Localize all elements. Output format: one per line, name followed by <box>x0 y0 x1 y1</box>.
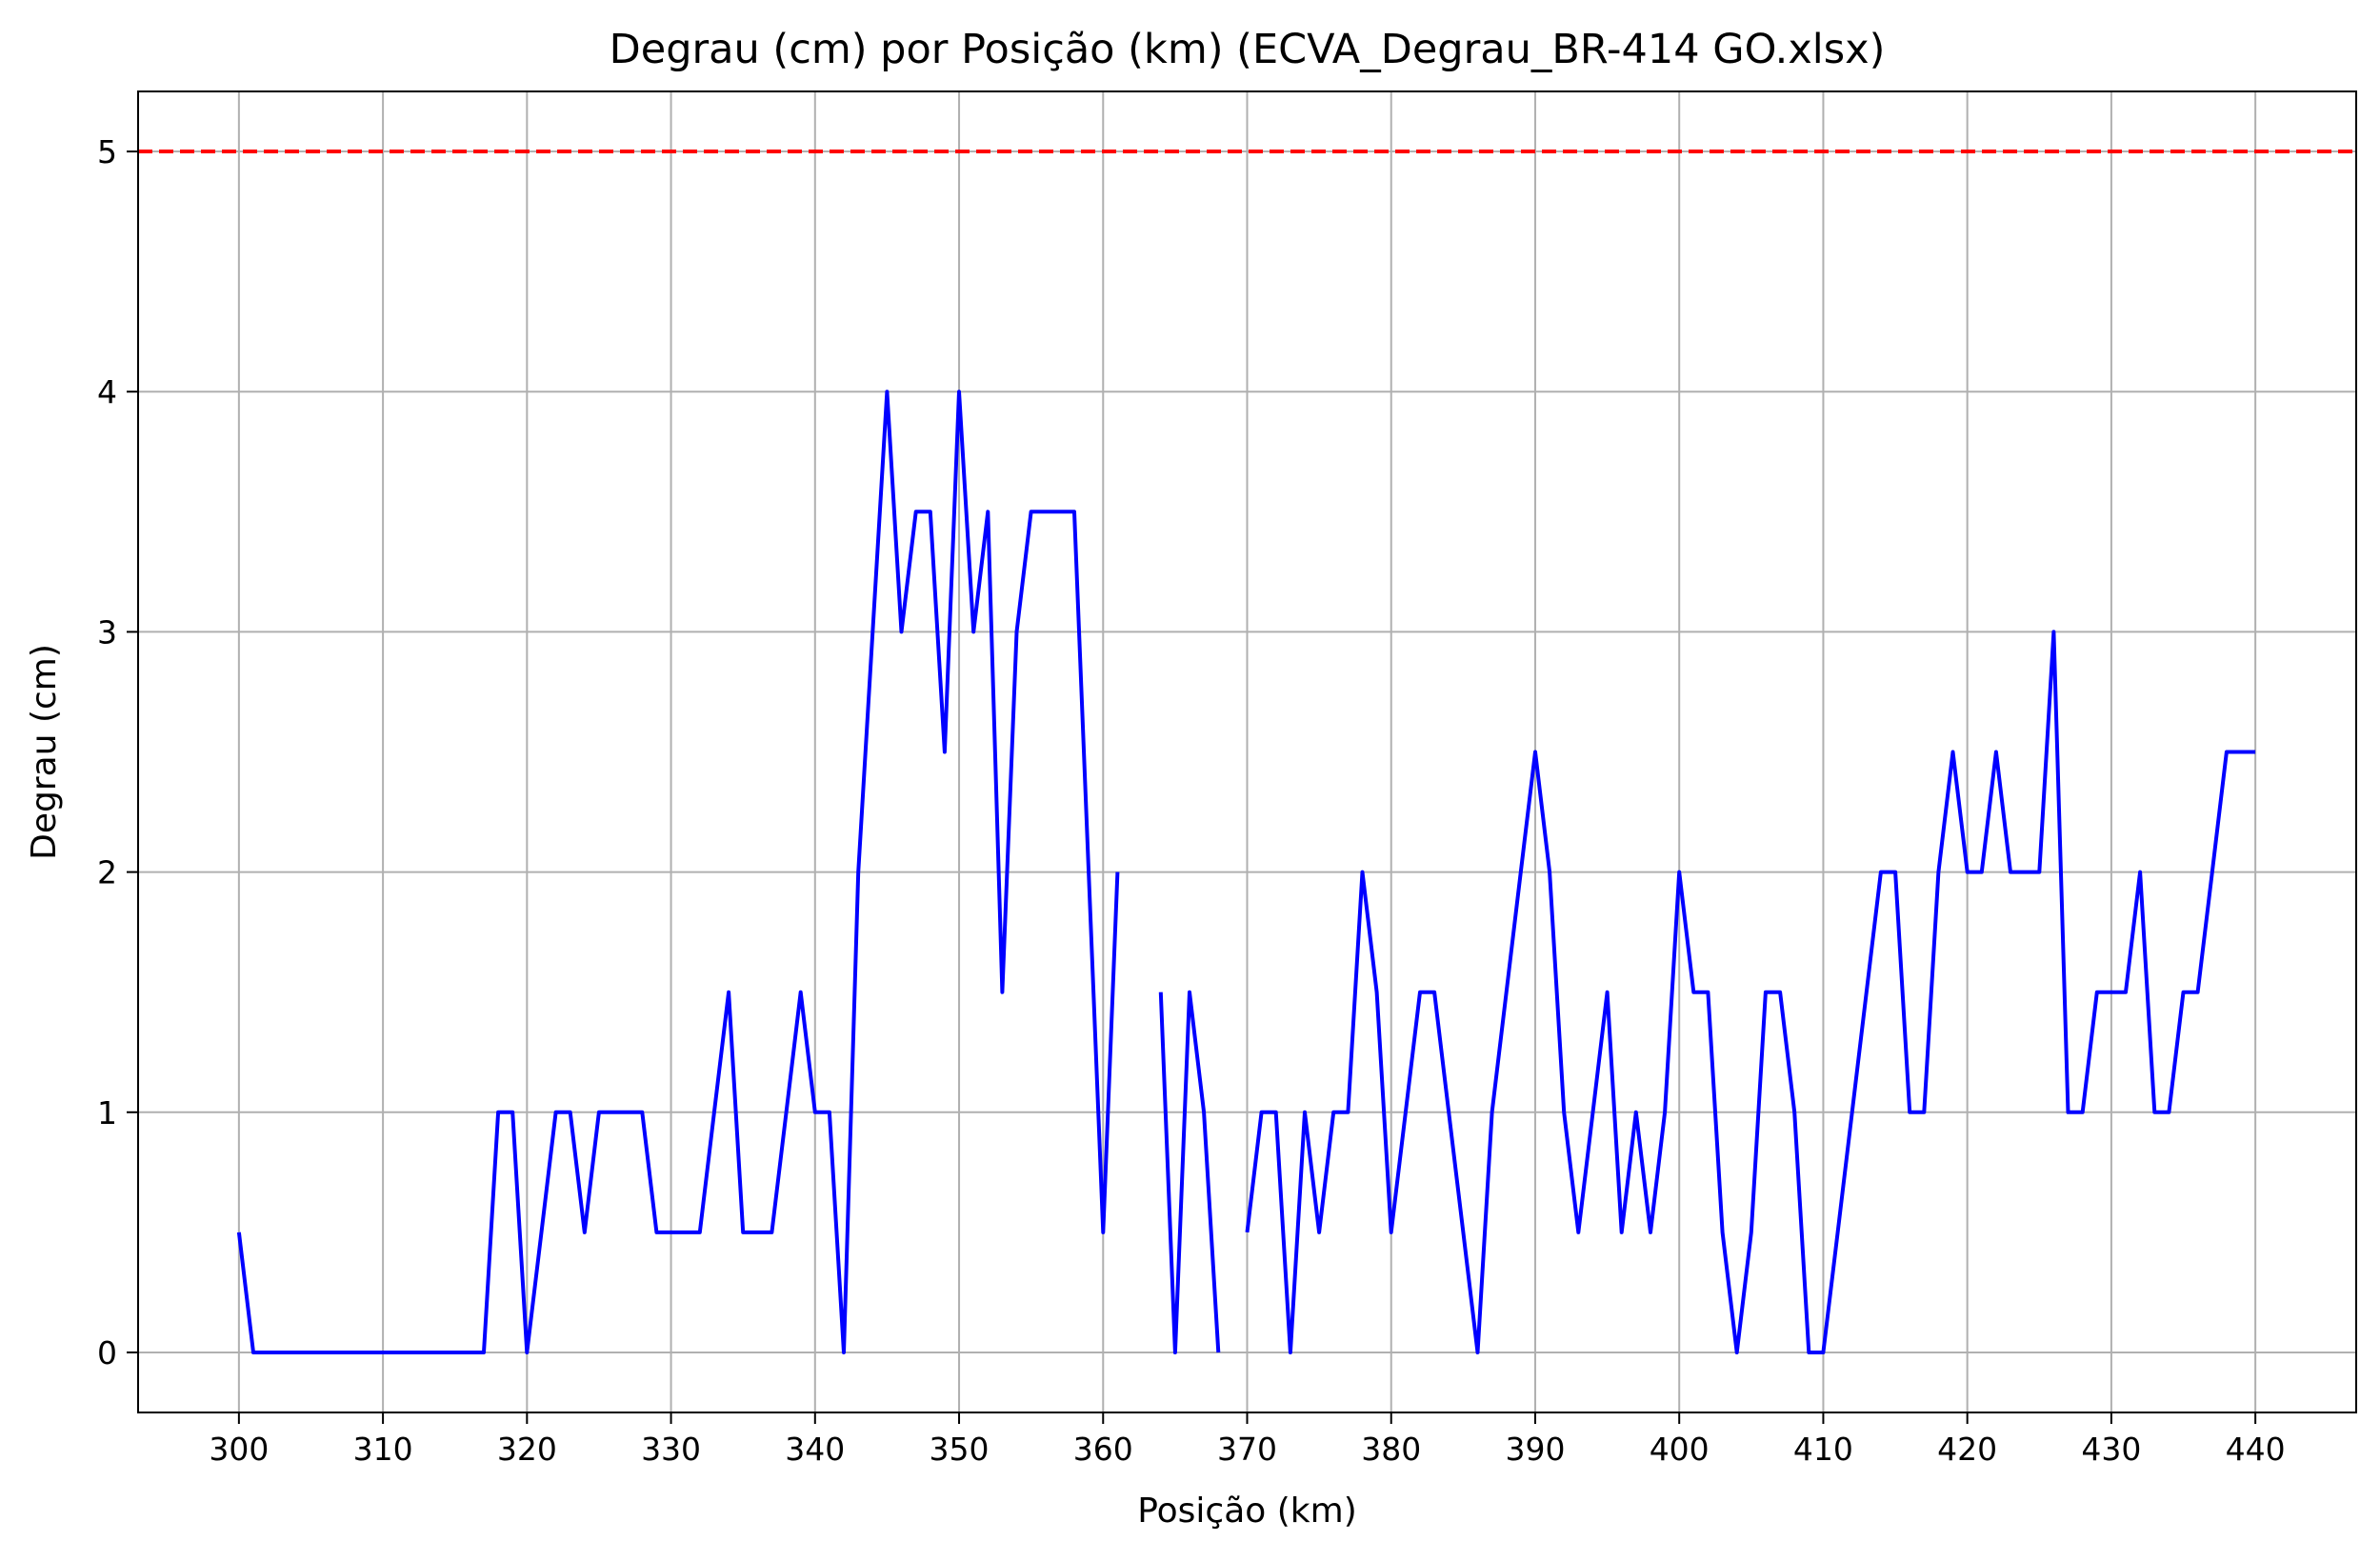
ticks: 300 310 320 330 340 350 360 370 380 390 400 410 420 4… <box>97 133 2286 1468</box>
x-tick-label: 410 <box>1793 1431 1853 1468</box>
y-tick-label: 4 <box>97 373 117 411</box>
chart-title: Degrau (cm) por Posição (km) (ECVA_Degra… <box>610 26 1886 73</box>
x-tick-label: 390 <box>1505 1431 1565 1468</box>
x-tick-label: 320 <box>497 1431 557 1468</box>
series-line <box>236 390 2256 1354</box>
grid <box>138 91 2356 1412</box>
x-tick-label: 400 <box>1650 1431 1710 1468</box>
series-layer <box>236 390 2256 1354</box>
x-tick-label: 430 <box>2081 1431 2141 1468</box>
y-tick-label: 5 <box>97 133 117 170</box>
x-tick-label: 420 <box>1937 1431 1997 1468</box>
y-tick-label: 1 <box>97 1094 117 1131</box>
x-tick-label: 440 <box>2226 1431 2286 1468</box>
y-tick-label: 0 <box>97 1334 117 1372</box>
y-tick-label: 2 <box>97 854 117 891</box>
y-axis-label: Degrau (cm) <box>25 644 64 860</box>
x-axis-label: Posição (km) <box>1137 1492 1357 1531</box>
x-tick-label: 350 <box>930 1431 990 1468</box>
x-tick-label: 380 <box>1361 1431 1421 1468</box>
x-tick-label: 340 <box>785 1431 845 1468</box>
x-tick-label: 370 <box>1217 1431 1277 1468</box>
x-tick-label: 330 <box>641 1431 701 1468</box>
y-tick-label: 3 <box>97 613 117 651</box>
x-tick-label: 360 <box>1073 1431 1133 1468</box>
x-tick-label: 310 <box>353 1431 413 1468</box>
x-tick-label: 300 <box>209 1431 269 1468</box>
